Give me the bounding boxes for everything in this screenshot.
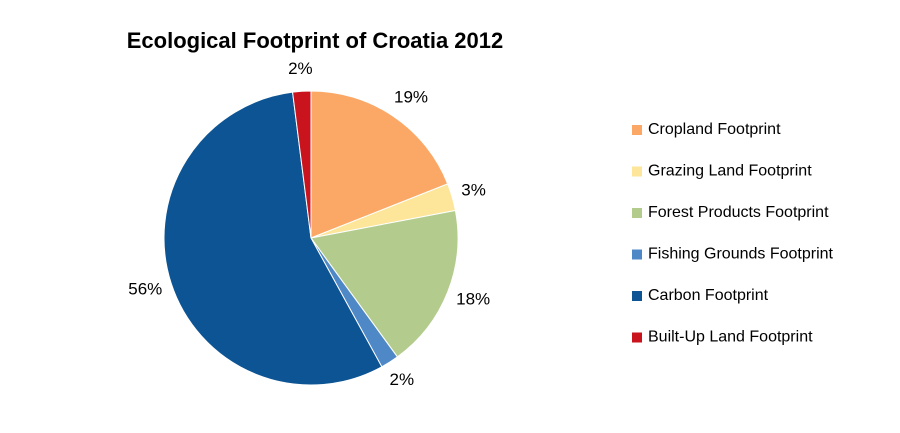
legend-label: Forest Products Footprint <box>648 204 829 221</box>
chart-title: Ecological Footprint of Croatia 2012 <box>127 28 504 53</box>
pie-slice <box>292 90 312 239</box>
legend-swatch <box>632 208 642 218</box>
data-label: 2% <box>390 370 415 389</box>
pie-slice <box>163 91 383 386</box>
legend-swatch <box>632 332 642 343</box>
data-label: 18% <box>456 290 490 309</box>
legend-swatch <box>632 125 642 135</box>
pie-slice <box>310 209 459 358</box>
data-label: 3% <box>461 180 486 199</box>
data-label: 2% <box>288 59 313 78</box>
pie-slice <box>310 90 449 239</box>
data-label: 56% <box>128 280 162 299</box>
legend-swatch <box>632 166 642 177</box>
legend-label: Fishing Grounds Footprint <box>648 246 834 263</box>
legend-label: Built-Up Land Footprint <box>648 329 813 346</box>
legend-swatch <box>632 291 642 301</box>
legend-label: Carbon Footprint <box>648 287 769 304</box>
data-label: 19% <box>394 88 428 107</box>
legend-label: Grazing Land Footprint <box>648 163 812 180</box>
legend-label: Cropland Footprint <box>648 121 781 138</box>
legend-swatch <box>632 249 642 260</box>
